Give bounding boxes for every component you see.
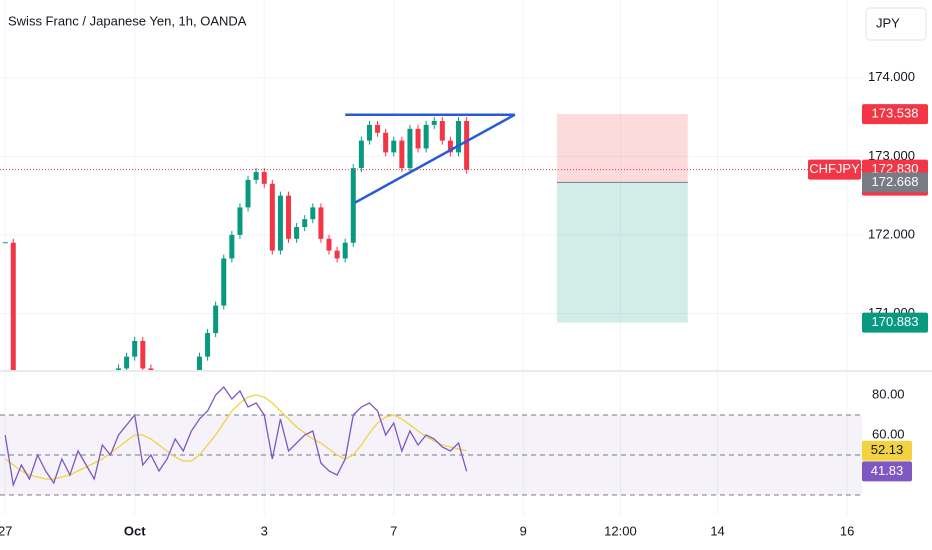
price-label: 173.538 <box>872 106 919 121</box>
candle <box>294 227 300 239</box>
candle <box>375 124 381 133</box>
x-tick-label: 3 <box>261 523 268 538</box>
price-label: 172.668 <box>872 174 919 189</box>
x-tick-label: 12:00 <box>604 523 637 538</box>
candle <box>221 258 227 306</box>
stop-zone <box>556 114 688 183</box>
candle <box>302 219 308 228</box>
price-label-box <box>862 172 928 193</box>
x-tick-label: 27 <box>0 523 12 538</box>
trendline <box>354 113 516 204</box>
candle <box>132 340 138 357</box>
y-tick-label: 172.000 <box>868 226 915 241</box>
candle <box>383 132 389 153</box>
candle <box>76 400 81 408</box>
y-tick-label: 174.000 <box>868 69 915 84</box>
price-label-box <box>862 104 928 125</box>
candle <box>43 408 48 416</box>
candle <box>213 305 219 334</box>
price-label-box <box>808 159 861 180</box>
price-label: 172.830 <box>872 161 919 176</box>
candle <box>19 384 24 400</box>
rsi-band-fill <box>0 415 862 495</box>
y-tick-label: 80.00 <box>872 386 905 401</box>
candle <box>261 172 267 184</box>
price-pane <box>0 0 862 416</box>
x-tick-label: Oct <box>124 523 146 538</box>
y-tick-label: 173.000 <box>868 148 915 163</box>
candle <box>189 376 194 384</box>
x-tick-label: 14 <box>710 523 724 538</box>
candle <box>27 400 32 408</box>
candle <box>100 384 105 392</box>
candle <box>269 183 275 251</box>
candle <box>2 242 8 244</box>
candle <box>342 242 348 259</box>
candle <box>140 340 146 369</box>
candle <box>431 120 437 125</box>
candle <box>156 384 161 392</box>
candle <box>334 250 340 259</box>
candle <box>173 392 178 400</box>
candle <box>358 140 364 169</box>
price-label-box <box>862 461 912 482</box>
candle <box>35 408 40 416</box>
candle <box>399 140 405 169</box>
candle <box>165 392 170 400</box>
x-tick-label: 16 <box>840 523 854 538</box>
chart-title: Swiss Franc / Japanese Yen, 1h, OANDA <box>8 13 247 28</box>
candle <box>464 120 470 170</box>
candle <box>148 368 154 370</box>
candle <box>84 400 89 408</box>
candle <box>286 195 292 239</box>
y-tick-label: 60.00 <box>872 426 905 441</box>
candle <box>205 333 211 357</box>
candle <box>92 392 97 400</box>
candle <box>350 168 356 243</box>
candle <box>181 384 186 392</box>
candle <box>10 242 16 370</box>
candle <box>245 179 251 208</box>
price-label-box <box>862 312 928 333</box>
candle <box>253 172 259 180</box>
candle <box>51 400 56 408</box>
price-label: CHFJPY <box>809 161 860 176</box>
candle <box>391 140 397 153</box>
candle <box>318 207 324 239</box>
candle <box>108 376 113 384</box>
candle <box>326 238 332 251</box>
x-tick-label: 9 <box>520 523 527 538</box>
candle <box>366 124 372 141</box>
price-label-box <box>862 440 912 461</box>
price-label: 41.83 <box>871 463 904 478</box>
x-tick-label: 7 <box>390 523 397 538</box>
indicator-line <box>4 394 467 480</box>
price-label: 170.883 <box>872 314 919 329</box>
axes: 27 Oct 3 7 9 12:00 14 16171.000172.000173.00017… <box>0 69 928 538</box>
candle <box>237 207 243 235</box>
indicator-line <box>4 385 468 488</box>
candle <box>415 128 421 149</box>
candle <box>196 356 202 370</box>
candle <box>59 392 64 400</box>
candle <box>456 120 462 153</box>
candle <box>116 368 122 370</box>
candle <box>67 392 72 400</box>
candle <box>310 207 316 220</box>
rsi-pane <box>0 372 862 515</box>
candle <box>229 234 235 259</box>
price-label: 52.13 <box>871 442 904 457</box>
candle <box>423 124 429 149</box>
candle <box>407 128 413 169</box>
candle <box>439 120 445 141</box>
candle <box>124 356 130 369</box>
target-zone <box>556 182 688 323</box>
currency-label: JPY <box>876 15 900 30</box>
currency-button[interactable] <box>865 7 927 41</box>
candle <box>447 140 453 153</box>
candle <box>277 195 283 251</box>
